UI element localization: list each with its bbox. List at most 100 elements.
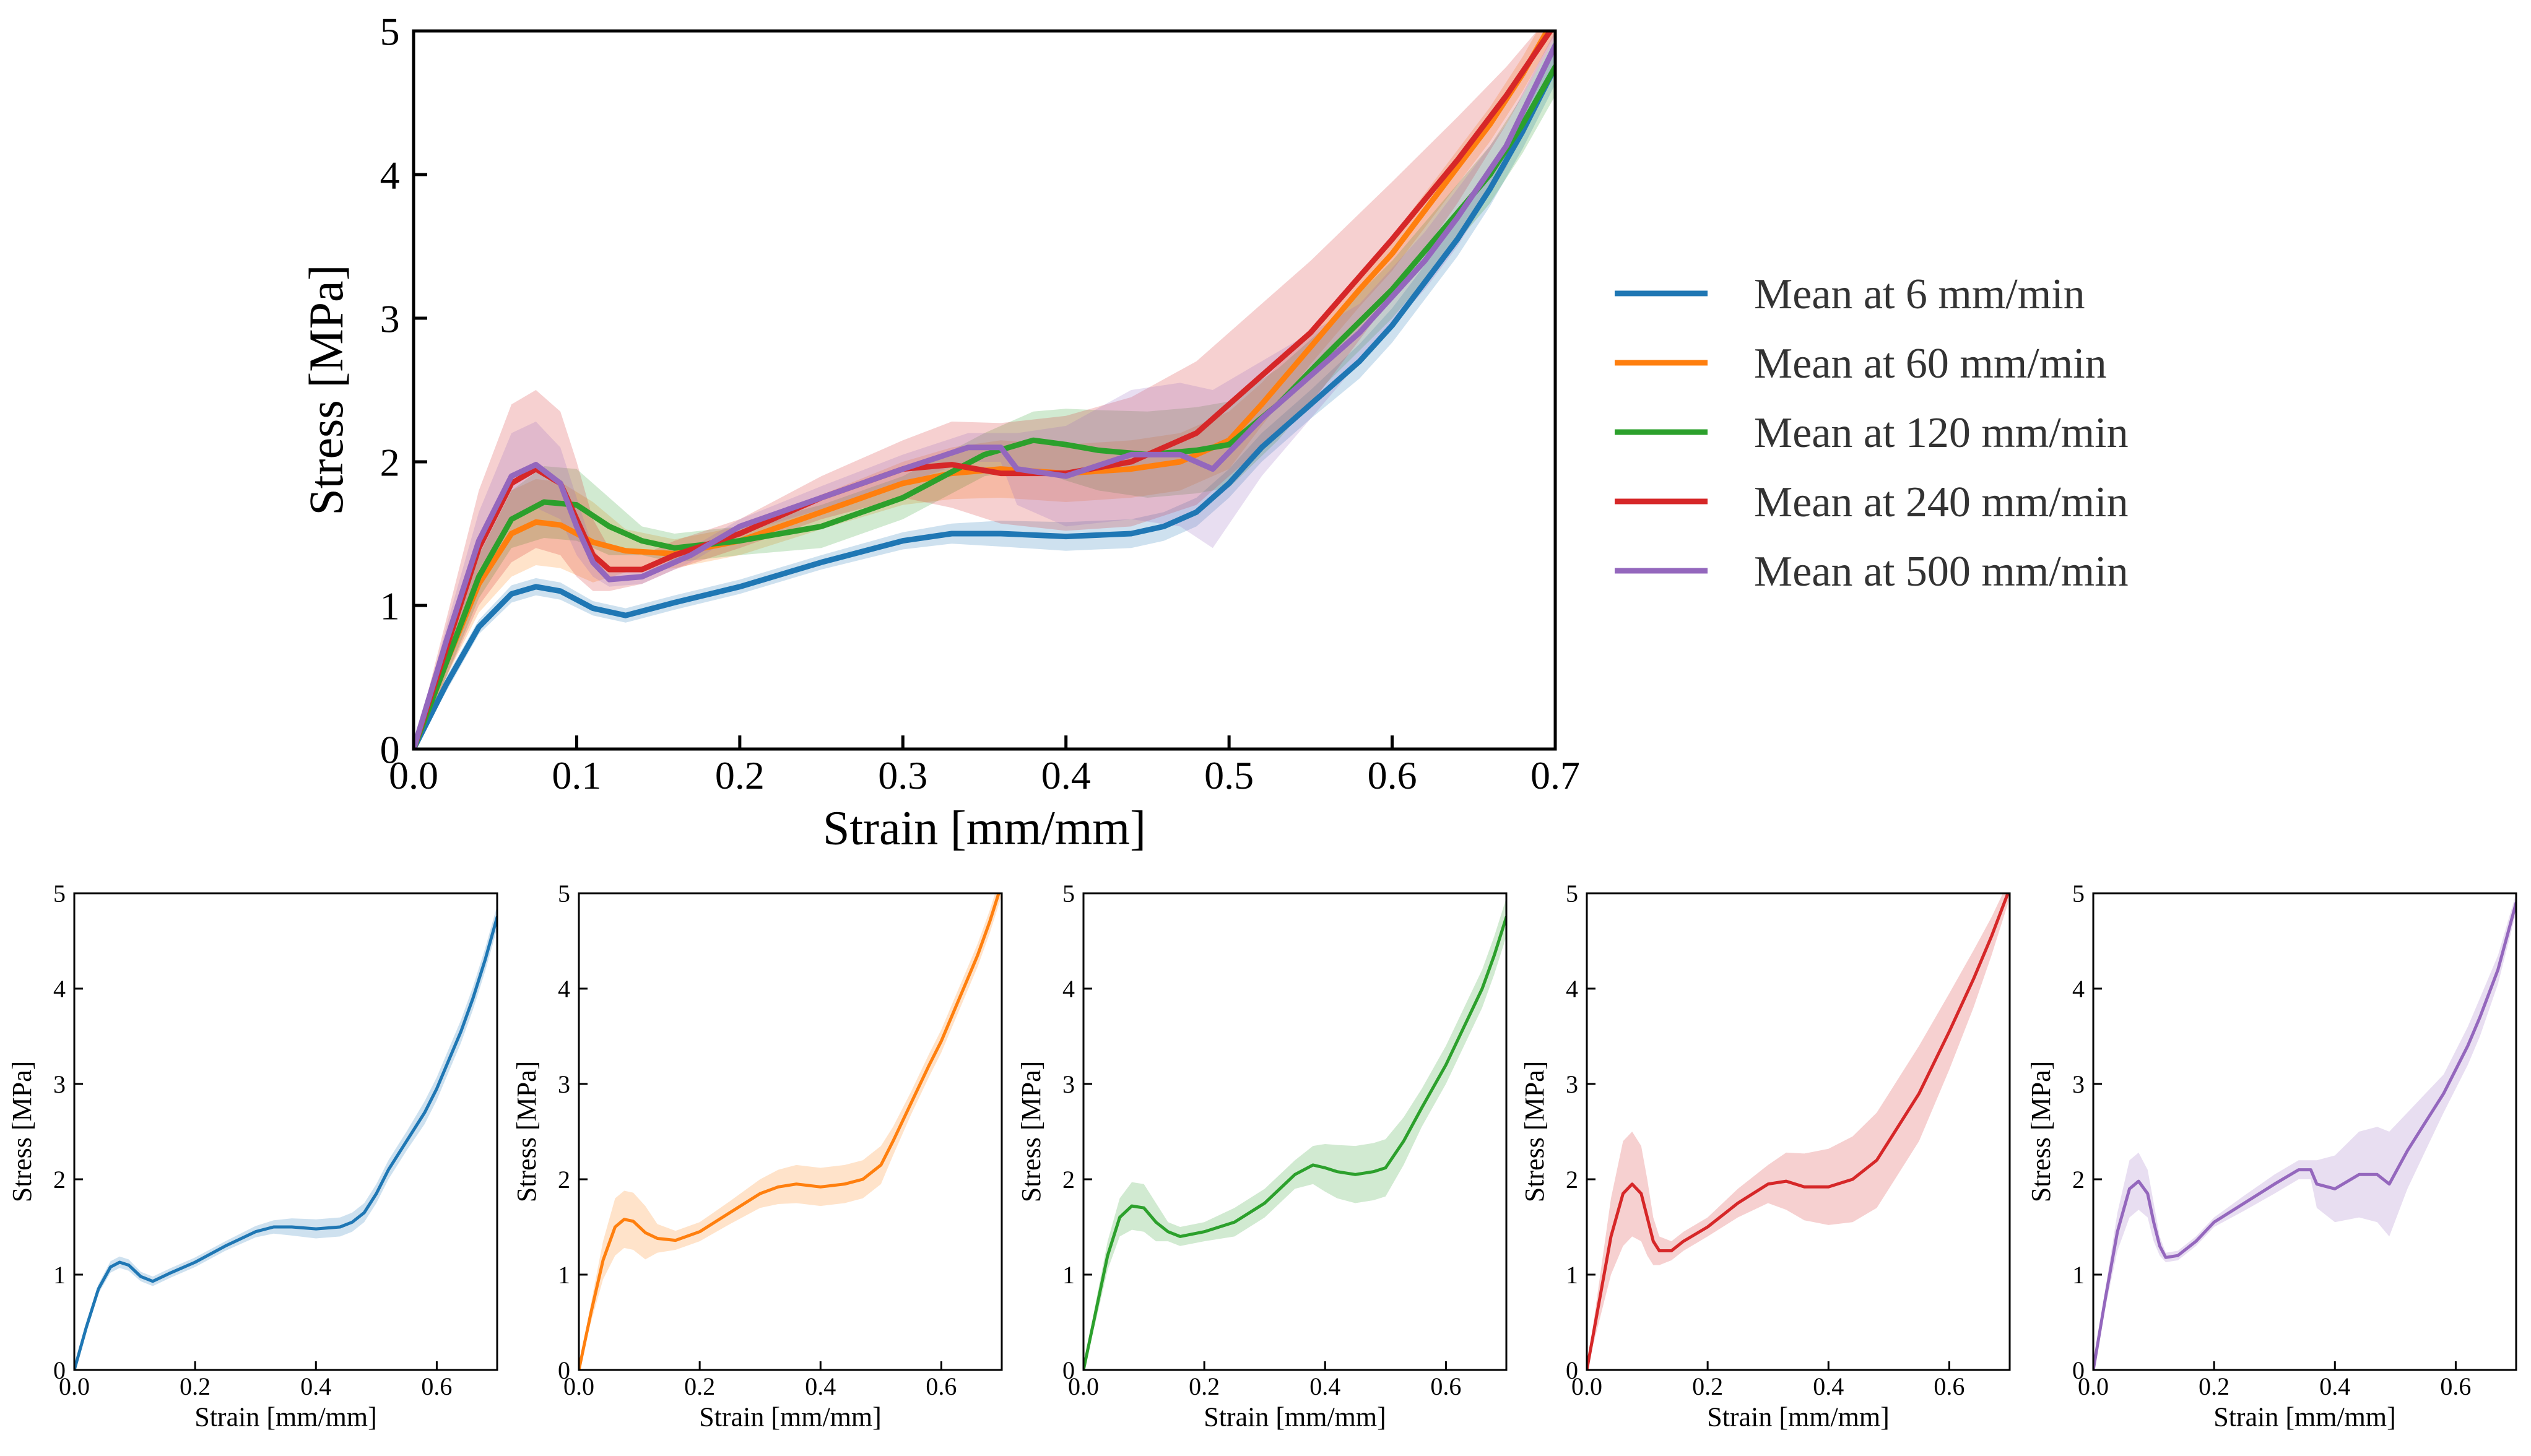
small-r120-ytick-label: 2 (1062, 1166, 1075, 1194)
main-ytick-label: 2 (380, 440, 400, 484)
small-r60-band-r60 (579, 893, 1002, 1370)
small-r60-ytick-label: 3 (558, 1070, 570, 1098)
legend: Mean at 6 mm/min Mean at 60 mm/min Mean at… (1615, 271, 2129, 596)
small-r6-ytick-label: 2 (53, 1166, 66, 1194)
small-r240-xtick-label: 0.2 (1692, 1372, 1723, 1400)
small-r60-ytick-label: 1 (558, 1261, 570, 1289)
small-r500-ytick-label: 1 (2072, 1261, 2085, 1289)
small-r240-band-r240 (1587, 893, 2010, 1370)
small-r240-ytick-label: 4 (1566, 975, 1578, 1003)
main-xtick-label: 0.6 (1368, 753, 1417, 797)
small-r500-xtick-label: 0.4 (2319, 1372, 2350, 1400)
small-r240-chart: 0.0 0.2 0.4 0.6 0 1 2 3 4 5 Strain [mm/mm] Stress [… (1519, 880, 2011, 1432)
main-ytick-label: 5 (380, 9, 400, 53)
small-r500-xtick-label: 0.6 (2440, 1372, 2471, 1400)
small-r120-band-r120 (1083, 898, 1506, 1370)
main-line-r240 (414, 31, 1554, 749)
small-r500-y-axis-label: Stress [MPa] (2026, 1061, 2056, 1203)
small-r500-band-r500 (2093, 893, 2516, 1370)
main-line-r6 (414, 64, 1555, 749)
small-r500-line-r500 (2093, 901, 2516, 1370)
small-r60-chart: 0.0 0.2 0.4 0.6 0 1 2 3 4 5 Strain [mm/mm] Stress [… (511, 880, 1003, 1432)
main-line-r120 (414, 64, 1555, 749)
small-r240-ytick-label: 0 (1566, 1356, 1578, 1384)
small-r240-plot-area (1587, 893, 2010, 1370)
main-band-r6 (414, 50, 1555, 749)
main-band-r240 (414, 31, 1555, 749)
small-r6-xtick-label: 0.4 (300, 1372, 331, 1400)
small-r500-xtick-label: 0.2 (2199, 1372, 2229, 1400)
main-line-r500 (414, 42, 1555, 749)
small-r6-ytick-label: 5 (53, 880, 66, 908)
small-r500-ytick-label: 5 (2072, 880, 2085, 908)
small-r240-xtick-label: 0.6 (1934, 1372, 1964, 1400)
small-r60-axes-frame (578, 892, 1003, 1371)
small-r6-ytick-label: 4 (53, 975, 66, 1003)
small-r60-ytick-label: 4 (558, 975, 570, 1003)
main-ytick-label: 1 (380, 584, 400, 628)
main-xtick-label: 0.4 (1041, 753, 1091, 797)
legend-label-r120: Mean at 120 mm/min (1754, 409, 2129, 457)
small-r60-y-axis-label: Stress [MPa] (511, 1061, 542, 1203)
small-r120-axes-frame (1082, 892, 1508, 1371)
small-r120-xtick-label: 0.6 (1430, 1372, 1461, 1400)
main-xtick-label: 0.2 (715, 753, 765, 797)
small-r240-xtick-label: 0.4 (1813, 1372, 1844, 1400)
small-r500-xtick-label: 0.0 (2078, 1372, 2109, 1400)
small-r120-xtick-label: 0.0 (1068, 1372, 1099, 1400)
small-r500-ytick-label: 3 (2072, 1070, 2085, 1098)
small-r120-ytick-label: 4 (1062, 975, 1075, 1003)
small-r6-axes-frame (73, 892, 498, 1371)
small-r500-chart: 0.0 0.2 0.4 0.6 0 1 2 3 4 5 Strain [mm/mm] Stress [… (2026, 880, 2517, 1432)
small-r120-ytick-label: 3 (1062, 1070, 1075, 1098)
main-line-r60 (414, 31, 1550, 749)
small-r6-ytick-label: 1 (53, 1261, 66, 1289)
main-xtick-label: 0.5 (1204, 753, 1254, 797)
small-r6-plot-area (74, 906, 497, 1370)
small-r240-xtick-label: 0.0 (1571, 1372, 1602, 1400)
small-r120-chart: 0.0 0.2 0.4 0.6 0 1 2 3 4 5 Strain [mm/mm] Stress [… (1016, 880, 1508, 1432)
small-r240-line-r240 (1587, 893, 2010, 1370)
small-r120-ytick-label: 0 (1062, 1356, 1075, 1384)
small-r6-ytick-label: 0 (53, 1356, 66, 1384)
small-r120-xtick-label: 0.4 (1309, 1372, 1340, 1400)
main-x-axis-label: Strain [mm/mm] (823, 801, 1146, 855)
small-r120-xtick-label: 0.2 (1189, 1372, 1220, 1400)
small-r240-ytick-label: 3 (1566, 1070, 1578, 1098)
main-chart: 0.0 0.1 0.2 0.3 0.4 0.5 0.6 0.7 0 1 2 3 4 5 Strain [mm… (299, 9, 2129, 855)
small-r60-xtick-label: 0.4 (805, 1372, 836, 1400)
small-r6-band-r6 (74, 906, 497, 1370)
small-r6-ytick-label: 3 (53, 1070, 66, 1098)
small-r240-x-axis-label: Strain [mm/mm] (1707, 1402, 1890, 1432)
small-r500-ytick-label: 4 (2072, 975, 2085, 1003)
small-r500-plot-area (2093, 893, 2516, 1370)
main-ytick-label: 4 (380, 153, 400, 197)
legend-label-r6: Mean at 6 mm/min (1754, 271, 2085, 318)
small-r240-ytick-label: 2 (1566, 1166, 1578, 1194)
small-r60-plot-area (579, 893, 1002, 1370)
small-r60-xtick-label: 0.6 (926, 1372, 957, 1400)
small-r60-ytick-label: 0 (558, 1356, 570, 1384)
main-axes-frame (412, 29, 1557, 751)
main-band-r500 (414, 31, 1555, 749)
main-band-r60 (414, 31, 1555, 749)
legend-label-r500: Mean at 500 mm/min (1754, 548, 2129, 596)
main-plot-area (414, 31, 1555, 749)
small-r500-ytick-label: 0 (2072, 1356, 2085, 1384)
main-ytick-label: 0 (380, 727, 400, 771)
small-r120-x-axis-label: Strain [mm/mm] (1204, 1402, 1386, 1432)
small-r500-x-axis-label: Strain [mm/mm] (2213, 1402, 2396, 1432)
main-xtick-label: 0.7 (1530, 753, 1580, 797)
small-r6-line-r6 (74, 916, 497, 1370)
small-r240-ytick-label: 5 (1566, 880, 1578, 908)
main-ytick-label: 3 (380, 297, 400, 340)
small-r6-xtick-label: 0.6 (421, 1372, 452, 1400)
main-band-r120 (414, 38, 1555, 749)
main-y-axis-label: Stress [MPa] (299, 264, 353, 515)
small-r240-ytick-label: 1 (1566, 1261, 1578, 1289)
small-r6-y-axis-label: Stress [MPa] (7, 1061, 37, 1203)
legend-label-r240: Mean at 240 mm/min (1754, 479, 2129, 526)
small-r120-ytick-label: 5 (1062, 880, 1075, 908)
small-r60-x-axis-label: Strain [mm/mm] (699, 1402, 882, 1432)
